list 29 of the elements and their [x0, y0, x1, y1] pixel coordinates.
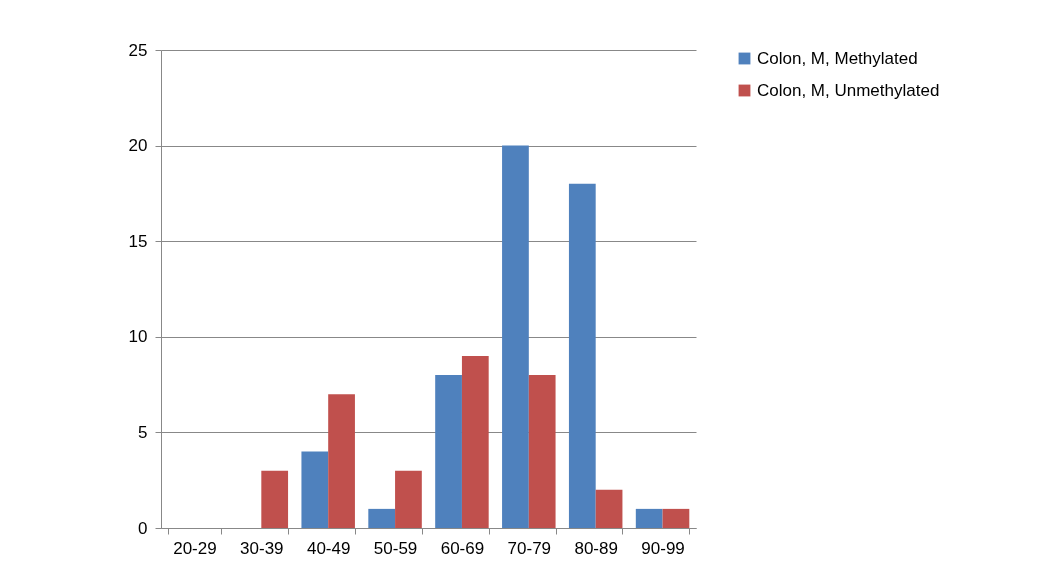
y-tick-label: 15: [128, 231, 148, 251]
legend-label: Colon, M, Methylated: [757, 48, 918, 68]
bar: [395, 470, 422, 528]
bar: [502, 145, 529, 528]
bar: [568, 183, 596, 528]
x-tick-label: 90-99: [641, 538, 685, 558]
x-tick-label: 20-29: [173, 538, 217, 558]
x-tick-label: 30-39: [240, 538, 284, 558]
bar: [528, 375, 556, 528]
bar: [635, 508, 663, 528]
legend-label: Colon, M, Unmethylated: [757, 80, 940, 100]
bar: [368, 508, 396, 528]
bar: [301, 451, 329, 528]
y-tick-label: 5: [138, 422, 148, 442]
bar: [328, 394, 355, 528]
bar: [662, 508, 690, 528]
bar: [261, 470, 289, 528]
x-tick-label: 60-69: [440, 538, 485, 558]
x-tick-label: 40-49: [306, 538, 351, 558]
y-tick-label: 10: [128, 327, 148, 347]
x-tick-label: 50-59: [373, 538, 418, 558]
y-tick-label: 25: [128, 40, 148, 60]
bar: [461, 355, 489, 528]
bar: [595, 489, 623, 528]
y-tick-label: 20: [128, 136, 148, 156]
x-tick-label: 80-89: [574, 538, 618, 558]
x-tick-label: 70-79: [507, 538, 552, 558]
bar: [435, 375, 462, 528]
y-tick-label: 0: [138, 518, 148, 538]
